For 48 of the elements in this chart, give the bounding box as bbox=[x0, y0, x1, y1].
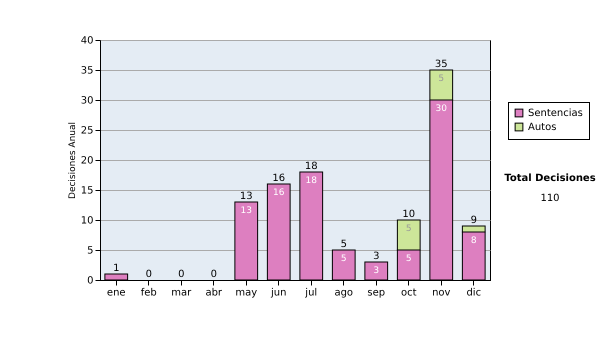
total-label: 10 bbox=[402, 209, 416, 220]
data-label: 30 bbox=[436, 104, 448, 114]
data-label: 13 bbox=[240, 206, 252, 216]
data-label: 5 bbox=[438, 74, 444, 84]
x-tick-label: dic bbox=[466, 288, 482, 298]
y-tick-label: 0 bbox=[87, 276, 94, 286]
data-label: 16 bbox=[273, 188, 285, 198]
data-label: 5 bbox=[406, 254, 412, 264]
data-label: 5 bbox=[406, 224, 412, 234]
x-tick-label: sep bbox=[367, 288, 386, 298]
x-tick-label: nov bbox=[432, 288, 451, 298]
total-label: 9 bbox=[470, 215, 477, 226]
total-label: 1 bbox=[113, 263, 120, 274]
y-tick-label: 10 bbox=[80, 216, 94, 226]
total-label: 0 bbox=[146, 269, 152, 280]
y-tick-label: 40 bbox=[80, 36, 94, 46]
x-tick-label: oct bbox=[400, 288, 417, 298]
total-label: 0 bbox=[178, 269, 184, 280]
x-tick-label: ene bbox=[106, 288, 126, 298]
x-tick-label: ago bbox=[334, 288, 354, 298]
x-tick-label: jun bbox=[270, 288, 286, 298]
text: 110 bbox=[540, 193, 560, 204]
total-label: 18 bbox=[304, 161, 318, 172]
total-label: 5 bbox=[340, 239, 347, 250]
y-tick-label: 30 bbox=[80, 96, 94, 106]
y-tick-label: 20 bbox=[80, 156, 94, 166]
total-label: 16 bbox=[272, 173, 286, 184]
text: Total Decisiones bbox=[504, 173, 596, 184]
data-label: 18 bbox=[306, 176, 318, 186]
data-label: 8 bbox=[470, 236, 477, 246]
y-tick-label: 5 bbox=[87, 246, 94, 256]
y-tick-label: 25 bbox=[80, 126, 94, 136]
x-tick-label: feb bbox=[140, 288, 157, 298]
total-label: 0 bbox=[210, 269, 217, 280]
y-axis-title: Decisiones Anual bbox=[68, 122, 78, 199]
total-label: 35 bbox=[434, 59, 448, 70]
total-label: 13 bbox=[240, 191, 253, 202]
total-label: 3 bbox=[373, 251, 380, 262]
y-tick-label: 15 bbox=[80, 186, 94, 196]
legend-label: Sentencias bbox=[528, 108, 583, 119]
x-tick-label: jul bbox=[304, 288, 318, 298]
data-label: 3 bbox=[373, 266, 380, 276]
x-tick-label: mar bbox=[171, 288, 192, 298]
legend-label: Autos bbox=[528, 122, 556, 133]
x-tick-label: may bbox=[235, 288, 258, 298]
y-tick-label: 35 bbox=[80, 66, 94, 76]
x-tick-label: abr bbox=[205, 288, 223, 298]
data-label: 5 bbox=[340, 254, 347, 264]
